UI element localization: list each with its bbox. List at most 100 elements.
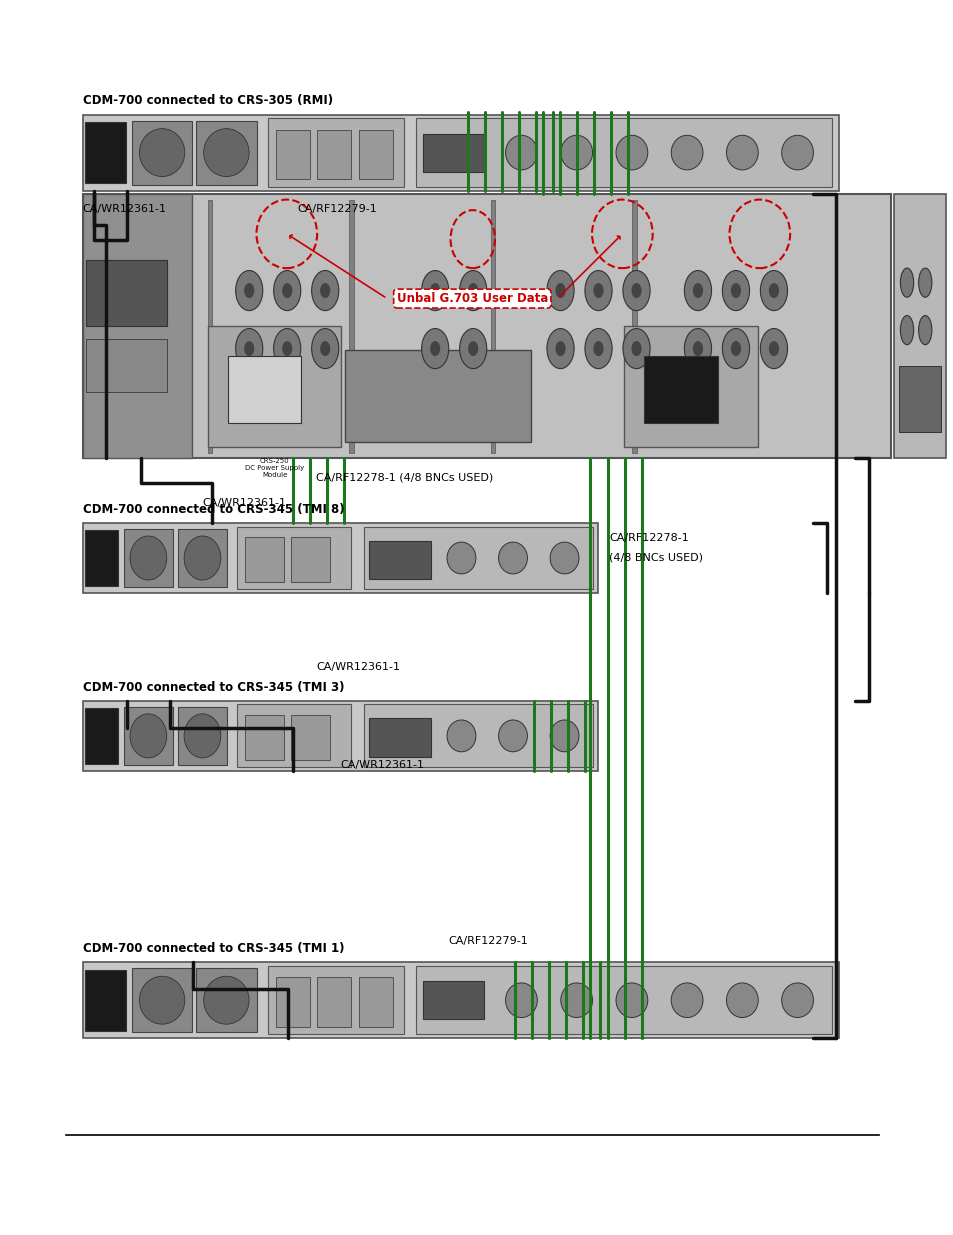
Text: CA/RF12278-1 (4/8 BNCs USED): CA/RF12278-1 (4/8 BNCs USED): [315, 473, 493, 483]
Ellipse shape: [468, 283, 477, 298]
FancyBboxPatch shape: [893, 194, 945, 458]
Ellipse shape: [244, 283, 254, 298]
Text: CDM-700 connected to CRS-345 (TMI 3): CDM-700 connected to CRS-345 (TMI 3): [83, 680, 344, 694]
FancyBboxPatch shape: [316, 130, 351, 179]
Ellipse shape: [622, 329, 649, 368]
Ellipse shape: [505, 136, 537, 170]
FancyBboxPatch shape: [196, 968, 256, 1032]
Ellipse shape: [320, 283, 330, 298]
FancyBboxPatch shape: [358, 130, 393, 179]
Ellipse shape: [312, 329, 338, 368]
Ellipse shape: [459, 329, 486, 368]
FancyBboxPatch shape: [196, 121, 256, 184]
FancyBboxPatch shape: [623, 326, 757, 447]
FancyBboxPatch shape: [83, 194, 192, 458]
Ellipse shape: [282, 341, 292, 356]
Ellipse shape: [721, 270, 749, 311]
FancyBboxPatch shape: [237, 704, 351, 767]
Ellipse shape: [593, 283, 603, 298]
Ellipse shape: [721, 329, 749, 368]
FancyBboxPatch shape: [132, 968, 193, 1032]
Ellipse shape: [430, 283, 440, 298]
Ellipse shape: [692, 341, 702, 356]
Text: CDM-700 connected to CRS-305 (RMI): CDM-700 connected to CRS-305 (RMI): [83, 94, 333, 107]
FancyBboxPatch shape: [268, 119, 404, 186]
Ellipse shape: [725, 983, 758, 1018]
Ellipse shape: [781, 136, 813, 170]
Text: (4/8 BNCs USED): (4/8 BNCs USED): [609, 552, 702, 562]
Ellipse shape: [130, 714, 167, 758]
FancyBboxPatch shape: [422, 981, 483, 1019]
Ellipse shape: [498, 542, 527, 574]
Ellipse shape: [760, 329, 787, 368]
FancyBboxPatch shape: [643, 357, 717, 424]
Ellipse shape: [204, 976, 249, 1024]
Ellipse shape: [725, 136, 758, 170]
Ellipse shape: [768, 283, 779, 298]
FancyBboxPatch shape: [416, 966, 831, 1035]
FancyBboxPatch shape: [237, 526, 351, 589]
Text: CA/RF12278-1: CA/RF12278-1: [609, 532, 688, 542]
Ellipse shape: [204, 128, 249, 177]
FancyBboxPatch shape: [124, 706, 172, 766]
Ellipse shape: [312, 270, 338, 311]
FancyBboxPatch shape: [208, 326, 341, 447]
Text: CA/WR12361-1: CA/WR12361-1: [83, 204, 167, 214]
Ellipse shape: [421, 329, 448, 368]
Text: CDM-700 connected to CRS-345 (TMI 1): CDM-700 connected to CRS-345 (TMI 1): [83, 942, 344, 955]
FancyBboxPatch shape: [368, 541, 430, 579]
Text: CA/WR12361-1: CA/WR12361-1: [315, 662, 400, 672]
FancyBboxPatch shape: [85, 530, 118, 585]
FancyBboxPatch shape: [85, 122, 126, 183]
FancyBboxPatch shape: [363, 526, 592, 589]
Ellipse shape: [900, 316, 913, 345]
Ellipse shape: [184, 714, 220, 758]
Ellipse shape: [584, 270, 612, 311]
Ellipse shape: [244, 341, 254, 356]
Ellipse shape: [781, 983, 813, 1018]
Ellipse shape: [550, 720, 578, 752]
FancyBboxPatch shape: [87, 261, 167, 326]
Ellipse shape: [730, 341, 740, 356]
Ellipse shape: [560, 136, 592, 170]
Ellipse shape: [320, 341, 330, 356]
Ellipse shape: [546, 329, 574, 368]
Ellipse shape: [274, 270, 300, 311]
FancyBboxPatch shape: [228, 357, 301, 424]
Text: CA/RF12279-1: CA/RF12279-1: [297, 204, 376, 214]
FancyBboxPatch shape: [291, 715, 330, 761]
FancyBboxPatch shape: [422, 133, 483, 172]
FancyBboxPatch shape: [245, 715, 283, 761]
FancyBboxPatch shape: [416, 119, 831, 186]
Text: CA/WR12361-1: CA/WR12361-1: [339, 760, 423, 769]
FancyBboxPatch shape: [178, 706, 227, 766]
FancyBboxPatch shape: [208, 200, 212, 453]
Text: Unbal G.703 User Data: Unbal G.703 User Data: [396, 291, 547, 305]
Ellipse shape: [430, 341, 440, 356]
Ellipse shape: [468, 341, 477, 356]
FancyBboxPatch shape: [83, 962, 839, 1039]
Ellipse shape: [459, 270, 486, 311]
Ellipse shape: [918, 268, 931, 298]
Ellipse shape: [631, 283, 641, 298]
Text: CDM-700 connected to CRS-345 (TMI 8): CDM-700 connected to CRS-345 (TMI 8): [83, 503, 344, 516]
Ellipse shape: [692, 283, 702, 298]
FancyBboxPatch shape: [368, 719, 430, 757]
FancyBboxPatch shape: [363, 704, 592, 767]
FancyBboxPatch shape: [83, 194, 890, 458]
Text: CA/RF12279-1: CA/RF12279-1: [448, 936, 528, 946]
FancyBboxPatch shape: [245, 537, 283, 583]
Ellipse shape: [760, 270, 787, 311]
Ellipse shape: [560, 983, 592, 1018]
Ellipse shape: [235, 329, 262, 368]
Ellipse shape: [683, 329, 711, 368]
FancyBboxPatch shape: [83, 701, 598, 771]
Ellipse shape: [555, 283, 565, 298]
FancyBboxPatch shape: [899, 366, 940, 432]
FancyBboxPatch shape: [632, 200, 636, 453]
Ellipse shape: [616, 136, 647, 170]
FancyBboxPatch shape: [83, 115, 839, 190]
Ellipse shape: [671, 983, 702, 1018]
FancyBboxPatch shape: [291, 537, 330, 583]
FancyBboxPatch shape: [491, 200, 495, 453]
